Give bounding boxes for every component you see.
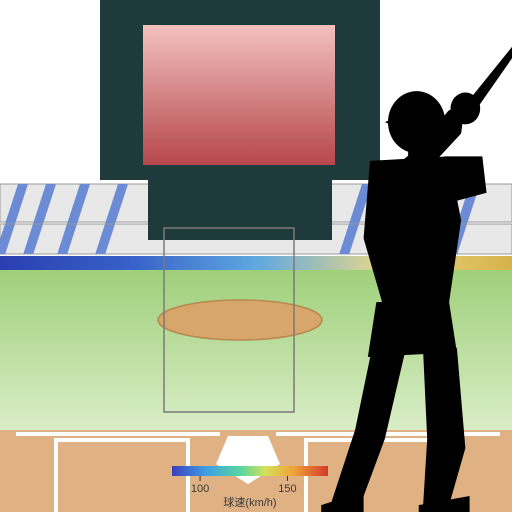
- scoreboard-base: [148, 180, 332, 240]
- speed-axis-label: 球速(km/h): [223, 495, 276, 509]
- speed-colorbar: [172, 466, 328, 476]
- scoreboard-screen: [143, 25, 335, 165]
- scene-svg: 100 150球速(km/h): [0, 0, 512, 512]
- speed-tick-label: 150: [278, 483, 296, 495]
- pitch-location-scene: 100 150球速(km/h): [0, 0, 512, 512]
- speed-tick-label: 100: [191, 483, 209, 495]
- pitchers-mound: [158, 300, 322, 340]
